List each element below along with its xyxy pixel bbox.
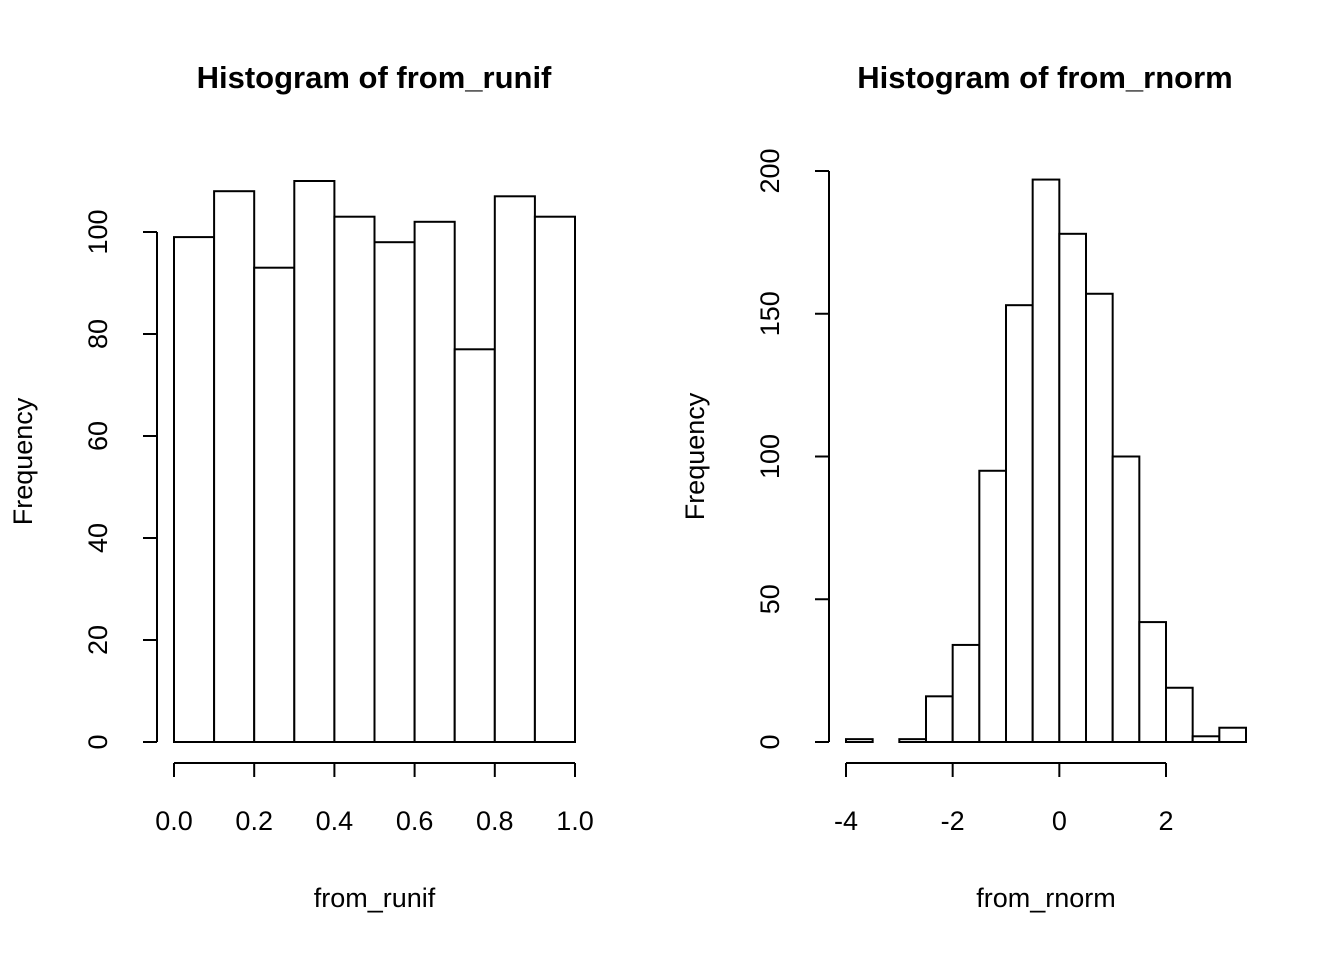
y-tick-label: 50 <box>755 584 785 614</box>
bar <box>453 348 496 743</box>
y-tick-label: 200 <box>755 148 785 193</box>
bar <box>173 236 216 743</box>
bar <box>1218 726 1248 743</box>
bar <box>1005 304 1034 743</box>
y-tick-label: 0 <box>83 734 113 749</box>
chart-title: Histogram of from_rnorm <box>857 60 1232 95</box>
x-tick-label: 0.2 <box>235 806 273 836</box>
bar <box>951 643 981 743</box>
bar <box>213 190 256 743</box>
bar <box>1191 735 1221 743</box>
bar <box>978 469 1007 743</box>
bar <box>413 220 456 744</box>
bar <box>925 695 954 744</box>
y-tick-label: 0 <box>755 734 785 749</box>
bar <box>493 195 536 744</box>
y-tick-label: 150 <box>755 291 785 336</box>
x-tick-label: 1.0 <box>556 806 594 836</box>
bar <box>533 215 577 743</box>
bar <box>253 266 296 743</box>
bar <box>1111 455 1141 743</box>
x-tick-label: -4 <box>834 806 858 836</box>
x-tick-label: 0.4 <box>316 806 354 836</box>
y-tick-label: 80 <box>83 319 113 349</box>
x-axis-label: from_rnorm <box>976 883 1116 913</box>
bar <box>1085 292 1114 743</box>
bar <box>845 738 874 744</box>
bar <box>1138 621 1168 744</box>
y-tick-label: 100 <box>83 209 113 254</box>
x-axis-label: from_runif <box>314 883 436 913</box>
bar <box>898 738 927 744</box>
x-tick-label: 0 <box>1052 806 1067 836</box>
x-tick-label: 2 <box>1158 806 1173 836</box>
y-axis-label: Frequency <box>8 397 38 525</box>
x-tick-label: 0.0 <box>155 806 193 836</box>
y-axis-label: Frequency <box>680 392 710 520</box>
y-tick-label: 100 <box>755 434 785 479</box>
bar <box>1058 232 1088 743</box>
x-tick-label: 0.8 <box>476 806 514 836</box>
x-tick-label: 0.6 <box>396 806 434 836</box>
chart-title: Histogram of from_runif <box>197 60 552 95</box>
y-tick-label: 40 <box>83 523 113 553</box>
bar <box>293 180 336 743</box>
y-tick-label: 20 <box>83 625 113 655</box>
bar <box>373 241 416 743</box>
bar <box>1031 178 1061 743</box>
y-tick-label: 60 <box>83 421 113 451</box>
bar <box>333 215 376 743</box>
x-tick-label: -2 <box>941 806 965 836</box>
bar <box>1165 686 1194 744</box>
